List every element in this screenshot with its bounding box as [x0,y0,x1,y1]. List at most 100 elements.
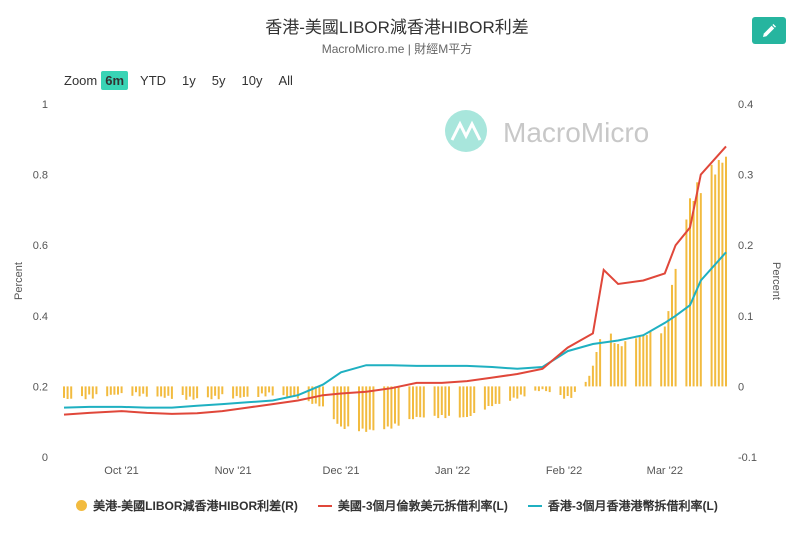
spread-bar [692,201,695,387]
x-tick-label: Oct '21 [104,465,139,477]
spread-bar [663,326,666,387]
spread-bar [84,386,87,400]
spread-bar [609,333,612,387]
zoom-1y-button[interactable]: 1y [182,72,196,88]
spread-bar [113,386,116,395]
spread-bar [365,386,368,432]
spread-bar [534,386,537,391]
zoom-6m-button[interactable]: 6m [101,70,129,90]
spread-bar [617,344,620,387]
legend-item-hibor[interactable]: 香港-3個月香港港幣拆借利率(L) [527,497,718,514]
spread-bar [548,386,551,393]
spread-bar [260,386,263,394]
left-tick-label: 0 [42,452,48,464]
spread-bar [645,335,648,387]
hibor-series-line [63,251,727,409]
left-axis-label: Percent [13,262,25,300]
spread-bar [519,386,522,395]
spread-bar [160,386,163,397]
spread-bar [120,386,123,394]
spread-bar [498,386,501,404]
spread-bar [494,386,497,404]
spread-bar [372,386,375,431]
spread-bar [386,386,389,427]
chart-subtitle: MacroMicro.me | 財經M平方 [321,42,473,56]
spread-bar [293,386,296,397]
spread-bar [268,386,271,393]
spread-bar [142,386,145,394]
right-axis-label: Percent [770,262,782,300]
spread-bar [408,386,411,420]
spread-bar [660,333,663,387]
spread-bar [523,386,526,397]
spread-bar [311,386,314,404]
spread-bar [217,386,220,400]
spread-bar [66,386,69,399]
spread-bar [469,386,472,416]
spread-bar [368,386,371,430]
x-tick-label: Mar '22 [647,465,683,477]
spread-bar [271,386,274,396]
legend-item-spread[interactable]: 美港-美國LIBOR減香港HIBOR利差(R) [76,497,298,514]
zoom-5y-button[interactable]: 5y [211,72,226,88]
spread-bar [638,336,641,387]
watermark-logo-icon [445,110,487,152]
zoom-ytd-button[interactable]: YTD [140,72,167,88]
zoom-bar: Zoom 6m YTD 1y 5y 10y All [64,70,305,90]
spread-bar [717,160,720,387]
spread-bar [242,386,245,397]
right-axis-ticks: -0.1 0 0.1 0.2 0.3 0.4 [738,99,757,464]
spread-bar [437,386,440,419]
spread-bar [343,386,346,429]
spread-bar [188,386,191,397]
spread-bar [487,386,490,406]
spread-bar [358,386,360,432]
spread-bar [167,386,170,396]
right-tick-label: -0.1 [738,452,757,464]
spread-bar [336,386,339,424]
spread-bar [591,365,594,387]
right-tick-label: 0.2 [738,240,753,252]
spread-bar [696,182,699,387]
spread-bar [725,156,727,387]
spread-bar [235,386,238,397]
spread-bar [307,386,310,402]
spread-bar [563,386,566,399]
legend-item-libor[interactable]: 美國-3個月倫敦美元拆借利率(L) [317,497,508,514]
zoom-10y-button[interactable]: 10y [241,72,263,88]
spread-bars [63,156,727,432]
zoom-all-button[interactable]: All [278,72,293,88]
right-tick-label: 0.3 [738,170,753,182]
spread-bar [286,386,289,397]
spread-bar [192,386,195,400]
watermark: MacroMicro [445,110,649,152]
spread-bar [721,162,724,387]
x-tick-label: Jan '22 [435,465,470,477]
left-tick-label: 0.8 [33,170,48,182]
spread-bar [361,386,364,429]
right-tick-label: 0.4 [738,99,753,111]
legend-dot-icon [76,500,88,511]
x-tick-label: Dec '21 [323,465,360,477]
spread-bar [419,386,422,418]
spread-bar [397,386,400,426]
spread-bar [422,386,425,418]
spread-bar [595,352,598,387]
spread-bar [649,331,652,387]
spread-bar [699,193,702,387]
spread-bar [570,386,573,398]
spread-bar [394,386,396,424]
spread-bar [246,386,249,397]
left-tick-label: 1 [42,99,48,111]
spread-bar [444,386,447,419]
edit-button[interactable] [752,17,786,44]
spread-bar [674,268,677,387]
spread-bar [667,311,670,387]
spread-bar [537,386,540,392]
left-tick-label: 0.6 [33,240,48,252]
spread-bar [81,386,83,397]
spread-bar [145,386,148,397]
watermark-logo-mark [450,120,482,141]
legend-label-hibor: 香港-3個月香港港幣拆借利率(L) [547,499,718,513]
